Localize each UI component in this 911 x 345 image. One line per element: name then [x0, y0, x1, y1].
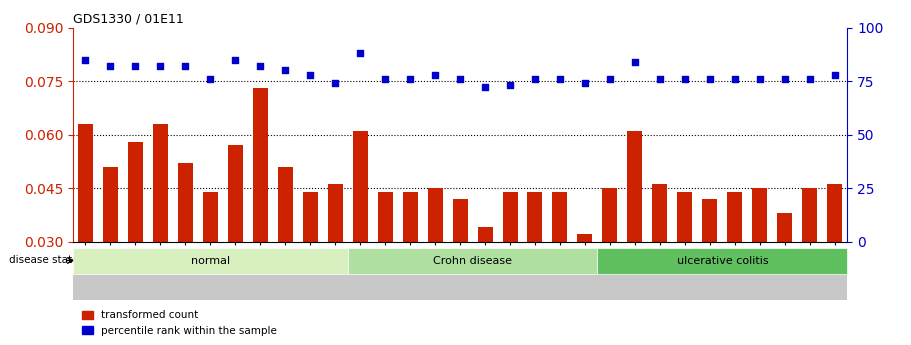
Point: [477, 85, 492, 90]
Point: [78, 57, 93, 62]
Bar: [252, 88, 268, 345]
Text: normal: normal: [190, 256, 230, 266]
Point: [527, 76, 542, 82]
Text: GDS1330 / 01E11: GDS1330 / 01E11: [73, 12, 184, 25]
Bar: [203, 191, 218, 345]
Point: [328, 80, 343, 86]
Point: [302, 72, 317, 77]
Point: [702, 76, 717, 82]
Point: [378, 76, 393, 82]
Point: [253, 63, 268, 69]
Bar: [302, 191, 318, 345]
Bar: [503, 191, 517, 345]
Point: [403, 76, 417, 82]
Point: [503, 82, 517, 88]
Text: Crohn disease: Crohn disease: [433, 256, 512, 266]
Bar: [378, 191, 393, 345]
Bar: [427, 188, 443, 345]
Bar: [353, 131, 368, 345]
Bar: [103, 167, 118, 345]
Point: [178, 63, 192, 69]
Bar: [578, 234, 592, 345]
Bar: [752, 188, 767, 345]
Point: [453, 76, 467, 82]
Point: [553, 76, 568, 82]
Bar: [328, 185, 343, 345]
Bar: [702, 199, 717, 345]
Point: [628, 59, 642, 65]
Point: [428, 72, 443, 77]
Point: [228, 57, 242, 62]
Point: [153, 63, 168, 69]
Bar: [552, 191, 568, 345]
Bar: [153, 124, 168, 345]
Point: [752, 76, 767, 82]
Point: [827, 72, 842, 77]
Bar: [527, 191, 542, 345]
Point: [278, 68, 292, 73]
Bar: [228, 145, 242, 345]
Bar: [803, 188, 817, 345]
Point: [728, 76, 742, 82]
Bar: [128, 142, 143, 345]
Point: [578, 80, 592, 86]
Bar: [628, 131, 642, 345]
Bar: [678, 191, 692, 345]
Point: [652, 76, 667, 82]
Point: [603, 76, 618, 82]
Bar: [827, 185, 843, 345]
Point: [103, 63, 118, 69]
Point: [777, 76, 792, 82]
Bar: [652, 185, 668, 345]
Point: [678, 76, 692, 82]
Bar: [77, 124, 93, 345]
Text: disease state: disease state: [9, 256, 78, 265]
Bar: [403, 191, 417, 345]
Bar: [178, 163, 193, 345]
Bar: [278, 167, 292, 345]
Legend: transformed count, percentile rank within the sample: transformed count, percentile rank withi…: [78, 306, 281, 340]
Point: [803, 76, 817, 82]
Point: [203, 76, 218, 82]
Text: ulcerative colitis: ulcerative colitis: [677, 256, 768, 266]
Bar: [453, 199, 467, 345]
Bar: [777, 213, 793, 345]
Point: [353, 50, 367, 56]
Bar: [727, 191, 742, 345]
Point: [128, 63, 143, 69]
Bar: [477, 227, 493, 345]
Bar: [602, 188, 618, 345]
